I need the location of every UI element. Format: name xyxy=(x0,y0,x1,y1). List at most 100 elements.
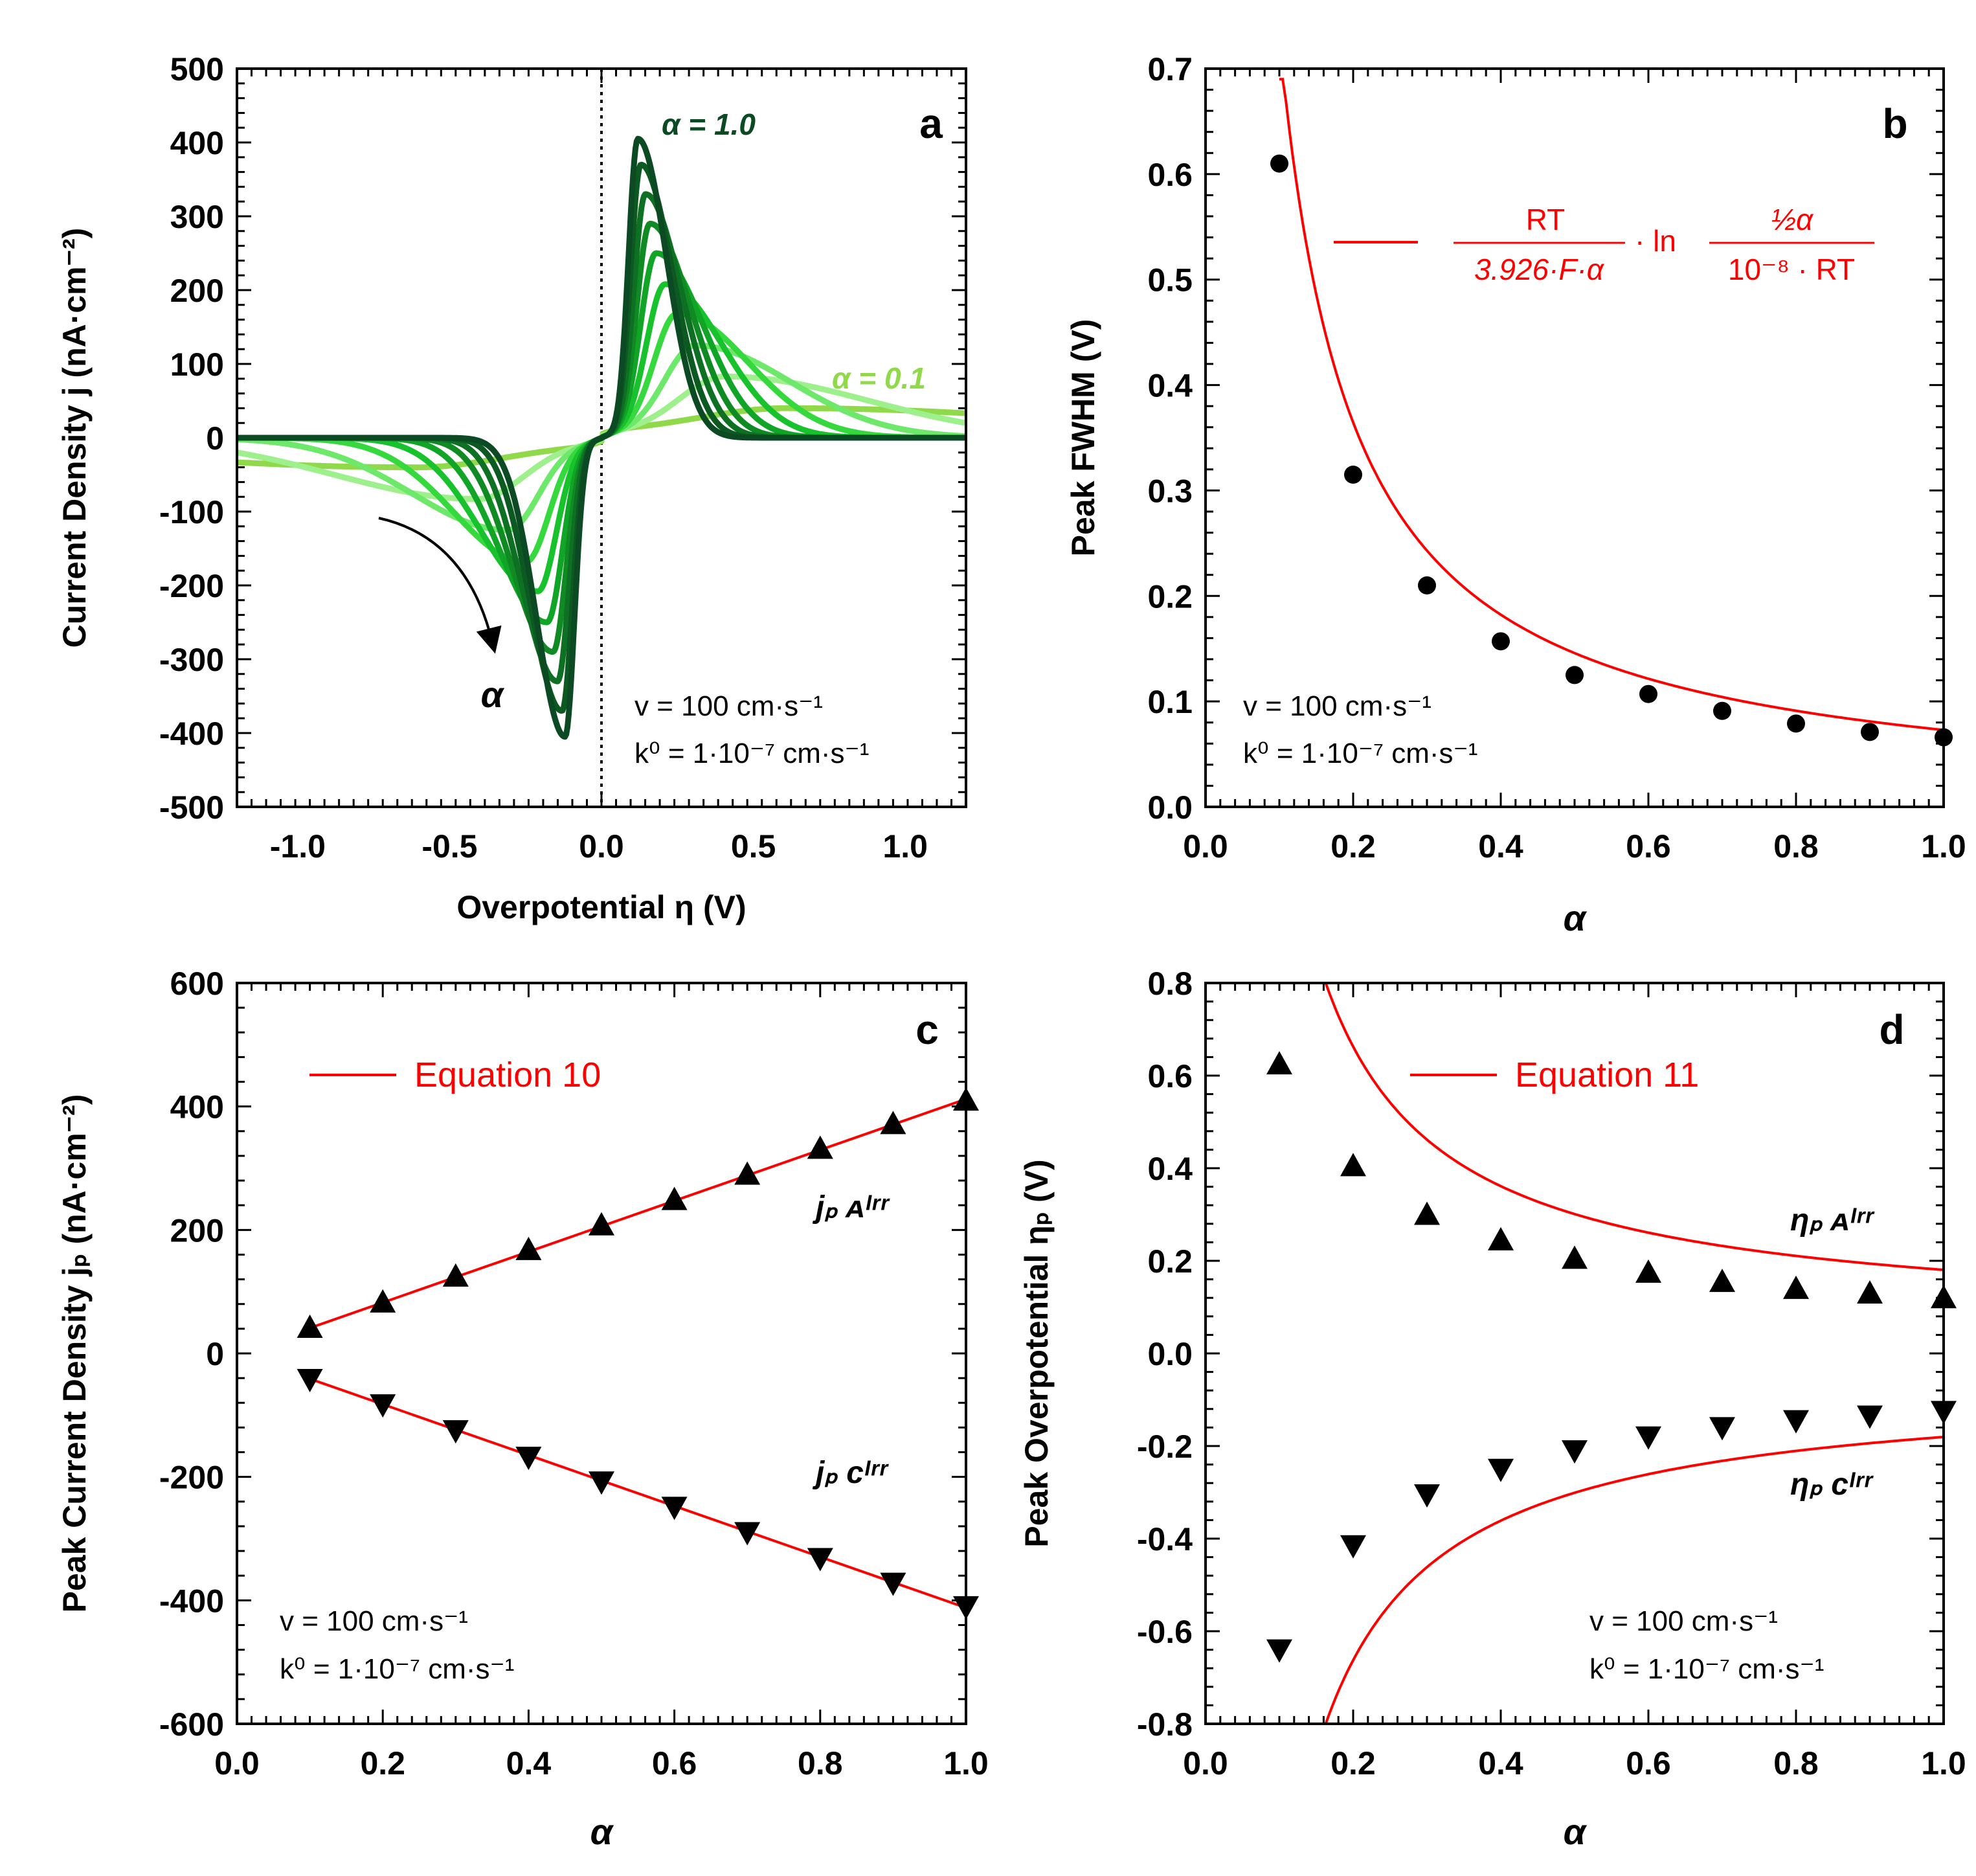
y-tick-label: -0.4 xyxy=(1137,1521,1193,1557)
panel-b-frame xyxy=(1204,67,1945,808)
panel-d-points xyxy=(1266,1051,1957,1663)
x-tick-label: 0.2 xyxy=(1330,828,1376,865)
anodic-fit-curve xyxy=(1324,983,1944,1271)
panel-a-tick-labels: -1.0 -0.5 0.0 0.5 1.0 500 400 300 200 100 0 -100 -20… xyxy=(159,51,928,865)
fwhm-point xyxy=(1270,154,1288,173)
y-tick-label: 0 xyxy=(206,420,224,457)
anodic-point xyxy=(515,1236,542,1260)
y-tick-label: 200 xyxy=(170,273,224,309)
y-tick-label: 500 xyxy=(170,51,224,87)
y-tick-label: 0.0 xyxy=(1147,1336,1193,1372)
y-tick-label: 0.4 xyxy=(1147,1151,1193,1187)
cathodic-point xyxy=(515,1447,542,1471)
panel-c-series-cathodic-label: jₚ ᴄᴵʳʳ xyxy=(812,1456,889,1490)
y-tick-label: 0.1 xyxy=(1147,684,1193,720)
y-tick-label: -200 xyxy=(159,1460,224,1496)
x-tick-label: 1.0 xyxy=(1921,828,1966,865)
cathodic-fit-line xyxy=(309,1377,966,1609)
y-tick-label: 0.7 xyxy=(1147,51,1193,87)
panel-d-tick-labels: 0.0 0.2 0.4 0.6 0.8 1.0 0.8 0.6 0.4 0.2 0.0 -0.2 -0.… xyxy=(1137,966,1966,1781)
cathodic-point xyxy=(297,1369,323,1393)
panel-c: 0.0 0.2 0.4 0.6 0.8 1.0 600 400 200 0 -200 -400 -600… xyxy=(56,966,989,1852)
fwhm-point xyxy=(1344,466,1362,484)
y-tick-label: 400 xyxy=(170,1089,224,1125)
cathodic-fit-curve xyxy=(1324,1436,1944,1724)
y-tick-label: -200 xyxy=(159,568,224,604)
anodic-point xyxy=(442,1263,469,1287)
panel-a-curves xyxy=(237,135,966,740)
fwhm-point xyxy=(1418,576,1436,594)
x-tick-label: 0.0 xyxy=(1183,1745,1228,1781)
panel-b-eq-numerator-2: ½α xyxy=(1771,203,1814,236)
x-tick-label: 0.0 xyxy=(1183,828,1228,865)
panel-c-series-anodic-label: jₚ ᴀᴵʳʳ xyxy=(812,1190,890,1225)
cathodic-point xyxy=(734,1522,761,1546)
panel-a-note-k: k⁰ = 1·10⁻⁷ cm·s⁻¹ xyxy=(634,738,869,769)
panel-d-frame xyxy=(1204,982,1945,1725)
anodic-point xyxy=(1340,1153,1366,1177)
y-tick-label: 100 xyxy=(170,346,224,383)
x-tick-label: 0.8 xyxy=(1773,828,1819,865)
anodic-point xyxy=(1635,1259,1661,1283)
panel-d-series-anodic-label: ηₚ ᴀᴵʳʳ xyxy=(1790,1203,1875,1237)
panel-b-eq-denominator-1: 3.926·F·α xyxy=(1474,253,1605,286)
x-tick-label: 0.4 xyxy=(506,1745,552,1781)
y-tick-label: 0.0 xyxy=(1147,789,1193,826)
fwhm-fit-curve xyxy=(1279,78,1944,732)
panel-a: -1.0 -0.5 0.0 0.5 1.0 500 400 300 200 100 0 -100 -20… xyxy=(56,51,967,925)
cathodic-point xyxy=(807,1548,833,1572)
x-tick-label: -1.0 xyxy=(270,828,326,865)
x-tick-label: 0.6 xyxy=(652,1745,697,1781)
panel-c-note-v: v = 100 cm·s⁻¹ xyxy=(280,1605,468,1637)
panel-a-alpha-arrow xyxy=(378,517,502,654)
anodic-point xyxy=(1414,1201,1440,1225)
y-tick-label: 0.4 xyxy=(1147,368,1193,404)
panel-a-note-v: v = 100 cm·s⁻¹ xyxy=(634,690,823,722)
y-tick-label: 0.6 xyxy=(1147,1058,1193,1094)
x-tick-label: 0.2 xyxy=(360,1745,405,1781)
y-tick-label: -400 xyxy=(159,1583,224,1619)
panel-b-xlabel: α xyxy=(1564,898,1588,938)
fwhm-point xyxy=(1492,632,1510,651)
panel-d-fit xyxy=(1324,983,1944,1724)
panel-a-label-alpha-01: α = 0.1 xyxy=(832,361,926,395)
y-tick-label: 200 xyxy=(170,1212,224,1249)
cathodic-point xyxy=(1414,1484,1440,1508)
panel-b-eq-numerator-1: RT xyxy=(1526,203,1566,236)
y-tick-label: 400 xyxy=(170,125,224,161)
panel-c-tick-labels: 0.0 0.2 0.4 0.6 0.8 1.0 600 400 200 0 -200 -400 -600 xyxy=(159,966,989,1781)
y-tick-label: -0.8 xyxy=(1137,1706,1193,1743)
x-tick-label: -0.5 xyxy=(421,828,477,865)
panel-b-ylabel: Peak FWHM (V) xyxy=(1065,319,1101,557)
cathodic-point xyxy=(1635,1426,1661,1450)
panel-a-ylabel: Current Density j (nA·cm⁻²) xyxy=(56,228,93,648)
x-tick-label: 0.2 xyxy=(1330,1745,1376,1781)
x-tick-label: 0.4 xyxy=(1478,1745,1523,1781)
panel-b-note-k: k⁰ = 1·10⁻⁷ cm·s⁻¹ xyxy=(1243,738,1477,769)
cathodic-point xyxy=(1709,1417,1735,1441)
panel-d-xlabel: α xyxy=(1564,1811,1588,1852)
anodic-point xyxy=(1709,1269,1735,1293)
y-tick-label: -500 xyxy=(159,789,224,826)
y-tick-label: 0.2 xyxy=(1147,1243,1193,1280)
anodic-point xyxy=(370,1289,396,1313)
anodic-point xyxy=(880,1111,906,1135)
panel-c-frame xyxy=(236,982,967,1725)
y-tick-label: -0.2 xyxy=(1137,1429,1193,1465)
y-tick-label: -600 xyxy=(159,1706,224,1743)
x-tick-label: 0.5 xyxy=(731,828,776,865)
cathodic-point xyxy=(1266,1639,1292,1663)
x-tick-label: 0.8 xyxy=(1773,1745,1819,1781)
anodic-point xyxy=(661,1186,688,1210)
y-tick-label: 0 xyxy=(206,1336,224,1372)
x-tick-label: 0.6 xyxy=(1626,828,1671,865)
panel-a-label-alpha-1: α = 1.0 xyxy=(662,107,756,141)
y-tick-label: 600 xyxy=(170,966,224,1002)
y-tick-label: 0.3 xyxy=(1147,473,1193,509)
anodic-point xyxy=(1562,1245,1588,1269)
anodic-point xyxy=(1857,1280,1883,1304)
fwhm-point xyxy=(1713,701,1731,720)
anodic-fit-line xyxy=(309,1098,966,1329)
panel-d-ylabel: Peak Overpotential ηₚ (V) xyxy=(1018,1159,1055,1547)
cathodic-point xyxy=(1562,1440,1588,1464)
